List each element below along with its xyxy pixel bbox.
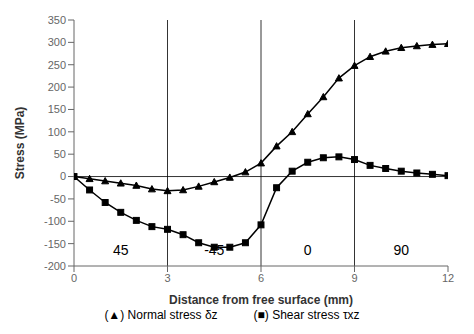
svg-text:0: 0 — [60, 170, 66, 182]
svg-text:3: 3 — [164, 272, 170, 284]
html-text:(▲) Normal stress δz: (▲) Normal stress δz — [104, 308, 218, 322]
svg-text:-100: -100 — [44, 215, 66, 227]
svg-text:0: 0 — [71, 272, 77, 284]
html-text:(■) Shear stress τxz: (■) Shear stress τxz — [253, 308, 360, 322]
svg-text:-50: -50 — [50, 193, 66, 205]
svg-text:45: 45 — [113, 242, 129, 258]
svg-text:90: 90 — [393, 242, 409, 258]
svg-text:6: 6 — [258, 272, 264, 284]
svg-text:0: 0 — [304, 242, 312, 258]
svg-text:150: 150 — [48, 103, 66, 115]
svg-text:Distance from free surface (mm: Distance from free surface (mm) — [169, 293, 353, 307]
svg-text:-45: -45 — [204, 242, 224, 258]
svg-text:12: 12 — [442, 272, 454, 284]
svg-text:9: 9 — [351, 272, 357, 284]
svg-text:50: 50 — [54, 148, 66, 160]
svg-text:350: 350 — [48, 14, 66, 26]
svg-text:300: 300 — [48, 36, 66, 48]
svg-text:100: 100 — [48, 126, 66, 138]
svg-text:-200: -200 — [44, 260, 66, 272]
svg-text:Stress (MPa): Stress (MPa) — [13, 107, 27, 180]
svg-text:-150: -150 — [44, 238, 66, 250]
svg-text:250: 250 — [48, 59, 66, 71]
svg-text:200: 200 — [48, 81, 66, 93]
